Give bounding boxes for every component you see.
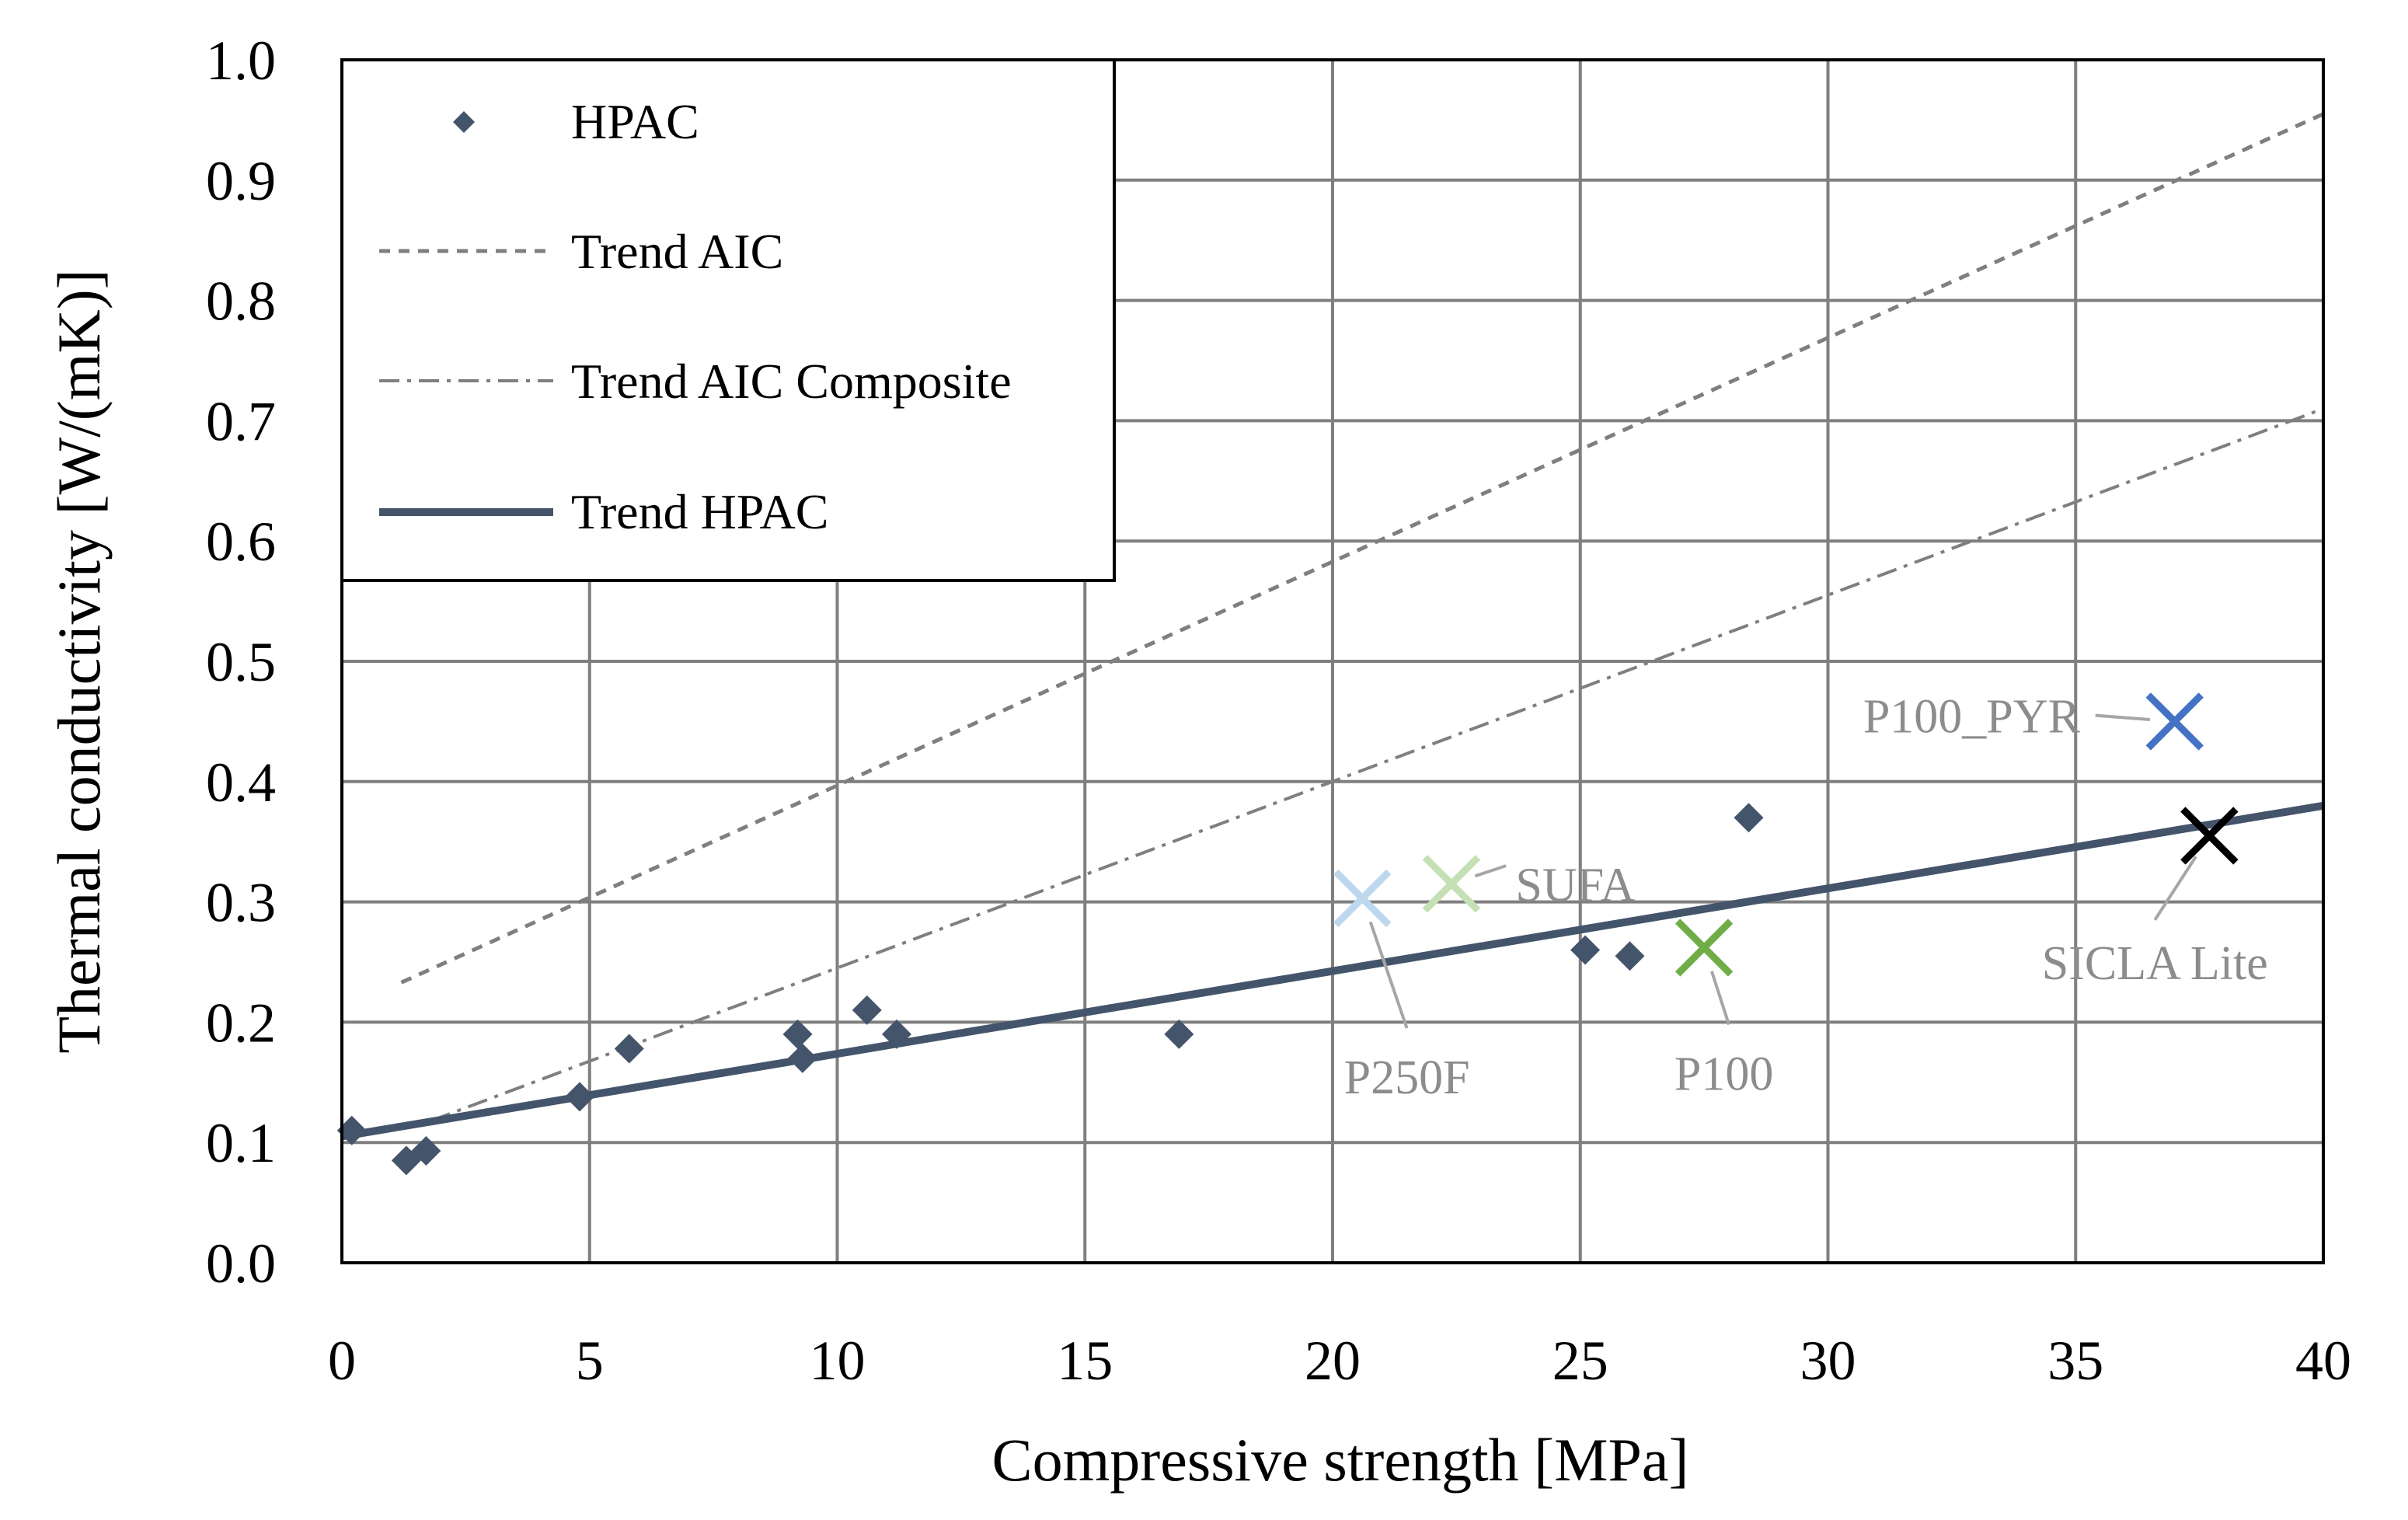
legend: HPAC Trend AIC Trend AIC Composite Trend… [340,58,1116,582]
x-tick-label: 5 [576,1330,604,1392]
y-tick-label: 1.0 [206,30,276,92]
highlight-p100-pyr: P100_PYR [1863,691,2204,751]
annotation-leader-line [2153,856,2197,921]
x-axis-title: Compressive strength [MPa] [992,1426,1689,1494]
highlight-points: P250F SUFA P100 P100_PYR SICLA Lite [1333,691,2268,1104]
trend-line-trend-hpac [341,801,2324,1141]
hpac-data-point [852,995,882,1025]
y-tick-label: 0.9 [206,150,276,212]
y-tick-label: 0.3 [206,872,276,934]
hpac-data-point [787,1043,817,1073]
legend-label-hpac: HPAC [571,94,699,149]
x-marker-stroke [1422,855,1481,913]
y-tick-label: 0.1 [206,1112,276,1174]
y-tick-label: 0.2 [206,992,276,1054]
highlight-p100: P100 [1674,919,1773,1100]
trend-lines [341,112,2325,1141]
highlight-sufa: SUFA [1422,855,1636,913]
annotation-leader-line [2095,713,2150,721]
legend-label-trend-aic: Trend AIC [571,224,783,279]
y-tick-label: 0.7 [206,390,276,452]
annotation-label-p100: P100 [1674,1048,1773,1100]
hpac-data-point [782,1019,813,1049]
x-tick-label: 25 [1552,1330,1608,1392]
hpac-data-point [882,1019,911,1049]
trend-line-trend-aic [400,112,2325,985]
legend-label-trend-aic-composite: Trend AIC Composite [571,354,1012,409]
annotation-label-sufa: SUFA [1515,859,1635,912]
x-marker-stroke [1333,869,1392,928]
highlight-p250f: P250F [1333,869,1470,1104]
data-points [336,803,1764,1176]
y-tick-label: 0.4 [206,751,276,814]
x-tick-label: 10 [810,1330,866,1392]
annotation-leader-line [1710,971,1730,1026]
legend-box [340,58,1116,582]
x-tick-label: 35 [2047,1330,2103,1392]
x-marker-stroke [2180,807,2239,865]
y-axis-title: Thermal conductivity [W/(mK)] [45,269,113,1053]
annotation-label-p100-pyr: P100_PYR [1863,691,2081,744]
x-marker-stroke [2145,692,2204,751]
x-tick-label: 20 [1305,1330,1361,1392]
y-axis-ticks: 0.0 0.1 0.2 0.3 0.4 0.5 0.6 0.7 0.8 0.9 1.0 [206,30,276,1295]
hpac-data-point [336,1115,367,1145]
hpac-data-point [1734,803,1764,833]
y-tick-label: 0.0 [206,1232,276,1295]
plot-area-frame [340,58,2325,1264]
legend-label-trend-hpac: Trend HPAC [571,484,828,539]
x-tick-label: 15 [1057,1330,1113,1392]
y-tick-label: 0.5 [206,631,276,693]
legend-marker-hpac [453,111,475,133]
trend-line-trend-aic-composite [430,407,2324,1123]
x-axis-ticks: 0 5 10 15 20 25 30 35 40 [328,1330,2351,1392]
hpac-data-point [411,1136,441,1166]
hpac-data-point [1615,941,1645,971]
annotation-label-sicla-lite: SICLA Lite [2042,937,2268,990]
annotation-leader-line [1368,921,1409,1029]
y-tick-label: 0.8 [206,270,276,333]
y-tick-label: 0.6 [206,511,276,573]
highlight-sicla-lite: SICLA Lite [2042,807,2268,990]
hpac-data-point [614,1034,644,1064]
annotation-leader-line [1474,864,1507,878]
x-tick-label: 0 [328,1330,356,1392]
x-marker-stroke [1674,919,1734,977]
hpac-data-point [1164,1019,1194,1049]
hpac-data-point [565,1082,594,1112]
hpac-data-point [1570,935,1601,965]
x-tick-label: 40 [2295,1330,2351,1392]
annotation-label-p250f: P250F [1344,1051,1470,1104]
x-tick-label: 30 [1800,1330,1856,1392]
